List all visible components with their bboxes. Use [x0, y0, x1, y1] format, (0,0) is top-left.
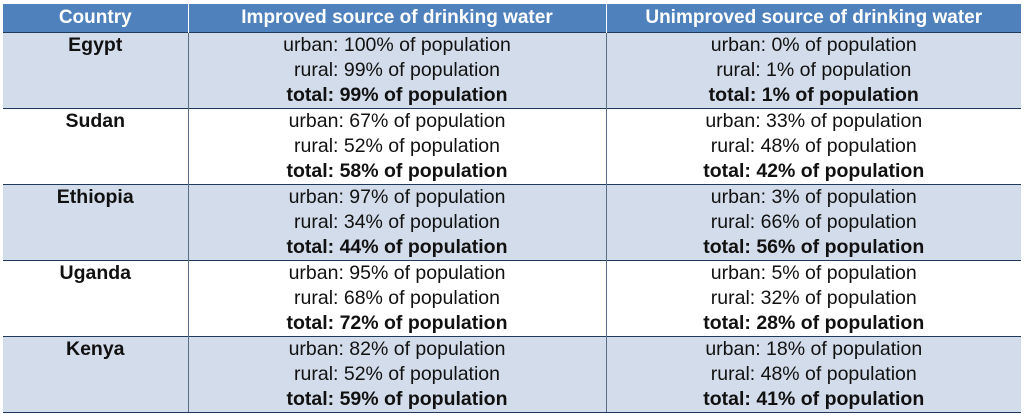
country-cell: Kenya	[3, 336, 189, 413]
improved-cell: urban: 95% of population rural: 68% of po…	[188, 260, 607, 337]
improved-rural-line: rural: 68% of population	[294, 287, 500, 309]
improved-cell: urban: 67% of population rural: 52% of po…	[188, 108, 607, 185]
unimproved-total-line: total: 42% of population	[703, 160, 925, 182]
country-cell: Ethiopia	[3, 184, 189, 261]
improved-total-line: total: 59% of population	[286, 388, 508, 410]
unimproved-urban-line: urban: 0% of population	[710, 34, 917, 56]
water-source-table-container: Country Improved source of drinking wate…	[3, 4, 1021, 413]
unimproved-urban-line: urban: 18% of population	[705, 338, 923, 360]
header-row: Country Improved source of drinking wate…	[3, 4, 1021, 33]
improved-total-line: total: 58% of population	[286, 160, 508, 182]
unimproved-rural-line: rural: 32% of population	[710, 287, 917, 309]
improved-cell: urban: 82% of population rural: 52% of po…	[188, 336, 607, 413]
table-row: Egypt urban: 100% of population rural: 99%…	[3, 32, 1021, 109]
country-cell: Egypt	[3, 32, 189, 109]
water-source-table: Country Improved source of drinking wate…	[3, 4, 1021, 413]
unimproved-cell: urban: 33% of population rural: 48% of po…	[606, 108, 1021, 185]
header-country: Country	[3, 4, 189, 33]
improved-urban-line: urban: 82% of population	[288, 338, 506, 360]
unimproved-total-line: total: 28% of population	[703, 312, 925, 334]
country-cell: Sudan	[3, 108, 189, 185]
unimproved-urban-line: urban: 5% of population	[710, 262, 917, 284]
table-row: Ethiopia urban: 97% of population rural: 3…	[3, 184, 1021, 261]
improved-rural-line: rural: 99% of population	[294, 59, 500, 81]
improved-urban-line: urban: 100% of population	[283, 34, 511, 56]
unimproved-total-line: total: 56% of population	[703, 236, 925, 258]
unimproved-cell: urban: 5% of population rural: 32% of pop…	[606, 260, 1021, 337]
improved-rural-line: rural: 52% of population	[294, 363, 500, 385]
improved-cell: urban: 97% of population rural: 34% of po…	[188, 184, 607, 261]
improved-rural-line: rural: 52% of population	[294, 135, 500, 157]
unimproved-rural-line: rural: 1% of population	[716, 59, 912, 81]
table-row: Sudan urban: 67% of population rural: 52% …	[3, 108, 1021, 185]
unimproved-cell: urban: 3% of population rural: 66% of pop…	[606, 184, 1021, 261]
unimproved-rural-line: rural: 48% of population	[710, 135, 917, 157]
improved-total-line: total: 99% of population	[286, 84, 508, 106]
unimproved-cell: urban: 18% of population rural: 48% of po…	[606, 336, 1021, 413]
header-improved: Improved source of drinking water	[188, 4, 607, 33]
improved-urban-line: urban: 97% of population	[288, 186, 506, 208]
unimproved-urban-line: urban: 33% of population	[705, 110, 923, 132]
unimproved-total-line: total: 1% of population	[708, 84, 919, 106]
unimproved-rural-line: rural: 48% of population	[710, 363, 917, 385]
unimproved-urban-line: urban: 3% of population	[710, 186, 917, 208]
improved-cell: urban: 100% of population rural: 99% of p…	[188, 32, 607, 109]
improved-total-line: total: 44% of population	[286, 236, 508, 258]
table-row: Uganda urban: 95% of population rural: 68%…	[3, 260, 1021, 337]
header-unimproved: Unimproved source of drinking water	[645, 7, 983, 28]
table-row: Kenya urban: 82% of population rural: 52% …	[3, 336, 1021, 413]
country-cell: Uganda	[3, 260, 189, 337]
improved-rural-line: rural: 34% of population	[294, 211, 500, 233]
unimproved-cell: urban: 0% of population rural: 1% of popu…	[606, 32, 1021, 109]
improved-total-line: total: 72% of population	[286, 312, 508, 334]
improved-urban-line: urban: 67% of population	[288, 110, 506, 132]
unimproved-total-line: total: 41% of population	[703, 388, 925, 410]
unimproved-rural-line: rural: 66% of population	[710, 211, 917, 233]
improved-urban-line: urban: 95% of population	[288, 262, 506, 284]
